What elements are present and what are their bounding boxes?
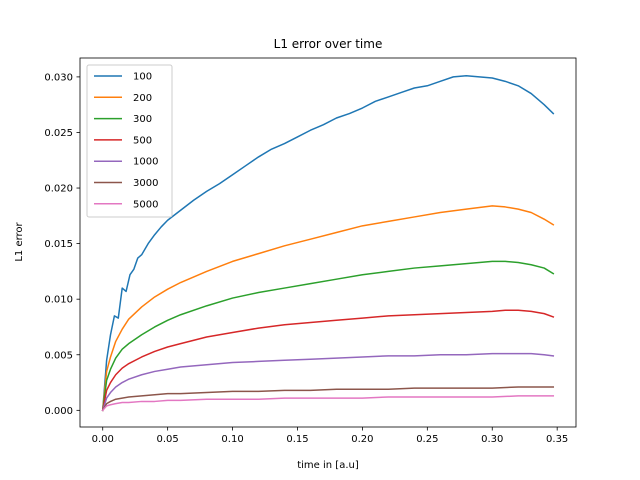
x-tick-label: 0.15 <box>286 434 308 445</box>
y-axis: 0.000 0.005 0.010 0.015 0.020 0.025 0.030 <box>44 72 80 417</box>
x-axis-title: time in [a.u] <box>297 460 359 471</box>
y-tick-label: 0.010 <box>44 295 73 306</box>
series-line-100 <box>101 75 555 412</box>
x-tick-label: 0.05 <box>157 434 179 445</box>
series-line-300 <box>101 260 555 412</box>
series-layer <box>101 75 555 412</box>
y-tick-label: 0.025 <box>44 128 73 139</box>
series-line-1000 <box>101 352 555 412</box>
y-tick-label: 0.000 <box>44 406 73 417</box>
legend: 100 200 300 500 1000 3000 5000 <box>86 64 173 218</box>
x-tick-label: 0.00 <box>92 434 114 445</box>
x-tick-label: 0.25 <box>416 434 438 445</box>
y-tick-label: 0.020 <box>44 184 73 195</box>
series-line-3000 <box>101 386 555 412</box>
x-tick-label: 0.10 <box>221 434 243 445</box>
series-line-5000 <box>101 395 555 412</box>
legend-box <box>86 64 173 218</box>
x-axis: 0.00 0.05 0.10 0.15 0.20 0.25 0.30 0.35 <box>92 427 568 445</box>
chart-title: L1 error over time <box>274 37 383 51</box>
x-tick-label: 0.20 <box>351 434 373 445</box>
legend-label-1000: 1000 <box>133 157 158 168</box>
series-line-500 <box>101 309 555 412</box>
plot-frame <box>79 57 577 428</box>
series-line-200 <box>101 205 555 412</box>
y-tick-label: 0.015 <box>44 239 73 250</box>
legend-label-200: 200 <box>133 93 152 104</box>
y-tick-label: 0.005 <box>44 350 73 361</box>
legend-label-3000: 3000 <box>133 178 158 189</box>
x-tick-label: 0.30 <box>481 434 503 445</box>
x-tick-label: 0.35 <box>546 434 568 445</box>
y-tick-label: 0.030 <box>44 72 73 83</box>
legend-label-500: 500 <box>133 135 152 146</box>
legend-label-5000: 5000 <box>133 199 158 210</box>
legend-label-300: 300 <box>133 114 152 125</box>
legend-label-100: 100 <box>133 72 152 83</box>
y-axis-title: L1 error <box>14 221 25 261</box>
